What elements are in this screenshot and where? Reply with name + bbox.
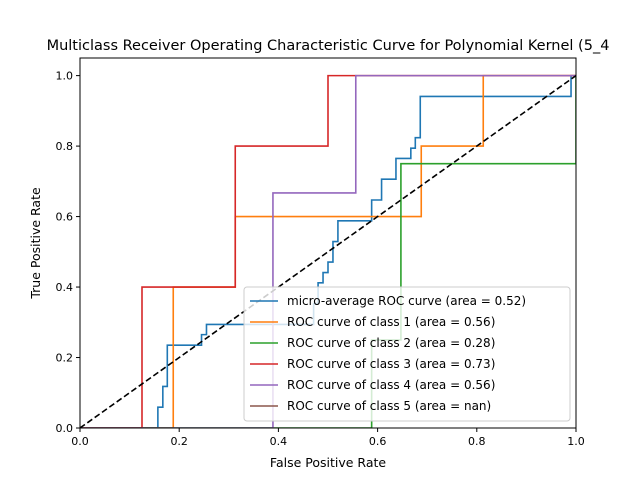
legend-label-0: micro-average ROC curve (area = 0.52) — [287, 294, 526, 308]
plot-frame — [79, 57, 577, 429]
y-tick-label: 0.4 — [56, 281, 74, 294]
x-tick-label: 0.0 — [71, 435, 89, 448]
y-tick-label: 0.2 — [56, 352, 74, 365]
x-tick-label: 1.0 — [567, 435, 585, 448]
x-axis-label: False Positive Rate — [270, 455, 386, 470]
legend-label-5: ROC curve of class 5 (area = nan) — [287, 399, 491, 413]
y-axis-label: True Positive Rate — [28, 187, 43, 300]
legend: micro-average ROC curve (area = 0.52) ROC… — [243, 286, 571, 422]
y-tick-label: 0.8 — [56, 140, 74, 153]
series-line-1 — [80, 74, 576, 428]
x-tick-label: 0.6 — [369, 435, 387, 448]
y-tick-label: 0.0 — [56, 422, 74, 435]
y-axis-ticks: 0.0 0.2 0.4 0.6 0.8 1.0 — [56, 70, 80, 435]
legend-label-3: ROC curve of class 3 (area = 0.73) — [287, 357, 495, 371]
reference-diagonal-line — [80, 74, 576, 428]
x-tick-label: 0.8 — [468, 435, 486, 448]
x-axis-ticks: 0.0 0.2 0.4 0.6 0.8 1.0 — [71, 428, 585, 448]
y-tick-label: 0.6 — [56, 211, 74, 224]
chart-title: Multiclass Receiver Operating Characteri… — [47, 38, 610, 54]
y-tick-label: 1.0 — [56, 70, 74, 83]
series-line-3 — [80, 74, 576, 428]
legend-label-4: ROC curve of class 4 (area = 0.56) — [287, 378, 495, 392]
x-tick-label: 0.4 — [270, 435, 288, 448]
legend-label-1: ROC curve of class 1 (area = 0.56) — [287, 315, 495, 329]
legend-label-2: ROC curve of class 2 (area = 0.28) — [287, 336, 495, 350]
legend-box — [243, 286, 571, 422]
legend-entries: micro-average ROC curve (area = 0.52) ROC… — [250, 294, 526, 413]
series-line-4 — [80, 74, 576, 428]
x-tick-label: 0.2 — [170, 435, 188, 448]
